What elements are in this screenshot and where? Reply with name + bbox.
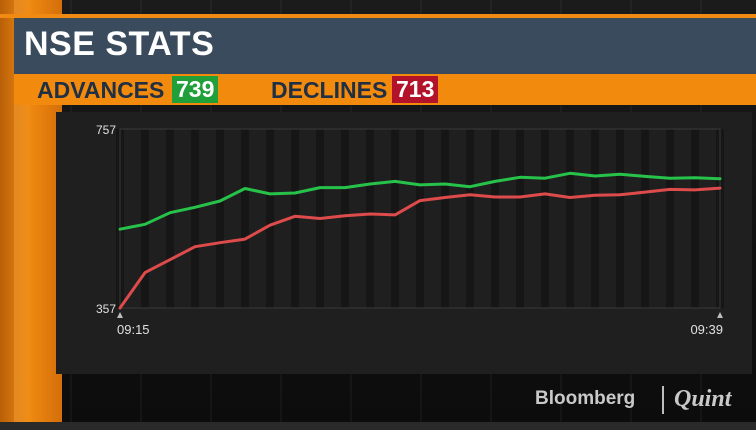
- declines-label: DECLINES: [271, 77, 388, 103]
- chart-series: [118, 171, 722, 310]
- x-tick-marker-start: [117, 312, 123, 318]
- bottom-band: [0, 422, 756, 430]
- header-bar: NSE STATS: [14, 18, 756, 74]
- chart-grid: [116, 129, 724, 308]
- advances-series-line: [118, 171, 722, 231]
- advances-value: 739: [172, 76, 219, 103]
- declines-value: 713: [392, 76, 439, 103]
- logo-divider: [662, 386, 664, 414]
- x-tick-label-start: 09:15: [117, 322, 150, 337]
- top-accent-line: [0, 14, 756, 18]
- y-tick-label-min: 357: [96, 302, 116, 316]
- x-tick-marker-end: [717, 312, 723, 318]
- y-tick-label-max: 757: [96, 123, 116, 137]
- stats-bar: ADVANCES 739 DECLINES 713: [14, 74, 756, 105]
- x-tick-label-end: 09:39: [690, 322, 723, 337]
- declines-series-line: [118, 186, 722, 310]
- logo-bloomberg-text: Bloomberg: [535, 388, 636, 409]
- advances-label: ADVANCES: [37, 77, 165, 103]
- chart-panel: 757 357 09:15 09:39: [56, 112, 752, 374]
- logo-quint-text: Quint: [674, 386, 732, 412]
- page-title: NSE STATS: [24, 25, 215, 63]
- left-accent-glow: [14, 0, 32, 430]
- chart-axes: [119, 128, 721, 309]
- plot-frame: [119, 128, 721, 309]
